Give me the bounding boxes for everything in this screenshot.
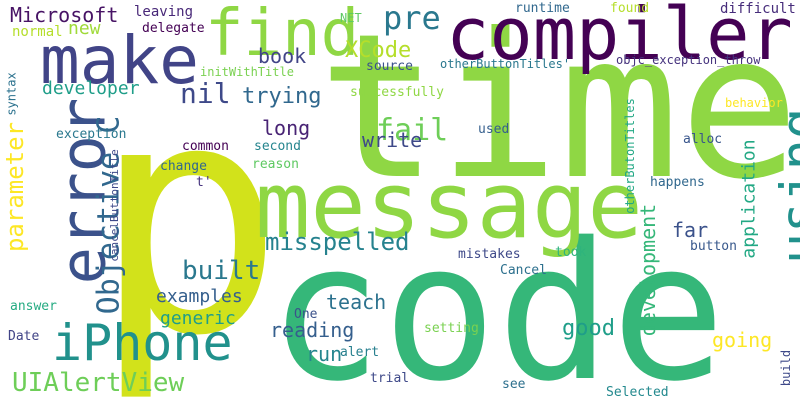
word-t: t' xyxy=(196,175,212,190)
word-selected: Selected xyxy=(606,385,669,400)
word-generic: generic xyxy=(160,308,236,329)
word-mistakes: mistakes xyxy=(458,247,521,262)
word-leaving: leaving xyxy=(134,4,194,20)
word-pre: pre xyxy=(383,0,441,37)
word-button: button xyxy=(690,239,737,254)
word-runtime: runtime xyxy=(515,1,570,16)
word-successfully: successfully xyxy=(350,85,444,100)
word-developer: developer xyxy=(42,78,140,99)
word-cancel: Cancel xyxy=(500,263,547,278)
word-nil: nil xyxy=(180,77,231,110)
word-one: One xyxy=(294,307,318,322)
word-examples: examples xyxy=(156,286,243,307)
word-book: book xyxy=(258,44,307,68)
word-trying: trying xyxy=(242,84,322,109)
word-alert: alert xyxy=(340,345,380,360)
word-alloc: alloc xyxy=(683,132,723,147)
word-difficult: difficult xyxy=(720,1,796,17)
word-delegate: delegate xyxy=(142,21,205,36)
word-far: far xyxy=(672,218,709,242)
word-see: see xyxy=(502,377,526,392)
word-behavior: behavior xyxy=(725,96,783,110)
word-otherbuttontitles: otherButtonTitles' xyxy=(440,57,571,71)
word-long: long xyxy=(262,116,311,140)
word-used: used xyxy=(478,122,510,137)
word-setting: setting xyxy=(424,321,479,336)
word-development: development xyxy=(636,203,661,337)
word-xcode: XCode xyxy=(345,38,412,63)
word-syntax: syntax xyxy=(4,72,19,116)
word-find: find xyxy=(205,0,360,71)
word-net: NET xyxy=(340,11,362,25)
word-reason: reason xyxy=(252,157,299,172)
word-misspelled: misspelled xyxy=(265,228,410,256)
word-code: code xyxy=(268,202,726,400)
word-run: run xyxy=(306,342,343,366)
word-make: make xyxy=(40,22,199,99)
word-time: time xyxy=(318,0,800,224)
word-going: going xyxy=(712,328,773,352)
word-write: write xyxy=(362,128,423,152)
word-common: common xyxy=(182,139,229,154)
word-normal: normal xyxy=(12,24,63,40)
word-initwithtitle: initWithTitle xyxy=(200,65,294,79)
word-change: change xyxy=(160,159,207,174)
word-using: using xyxy=(770,107,800,265)
word-reading: reading xyxy=(270,318,355,342)
word-cancelbuttontitle: cancelButtonTitle xyxy=(107,149,121,262)
word-microsoft: Microsoft xyxy=(10,3,119,27)
word-build: build xyxy=(779,349,794,387)
word-answer: answer xyxy=(10,299,57,314)
word-objc-exception-throw: objc_exception_throw xyxy=(616,53,761,67)
word-message: message xyxy=(255,152,643,259)
word-p: p xyxy=(92,34,285,400)
word-teach: teach xyxy=(326,290,387,314)
word-application: application xyxy=(738,139,760,259)
word-trial: trial xyxy=(370,371,410,386)
word-uialertview: UIAlertView xyxy=(12,368,185,398)
word-found: found xyxy=(610,1,650,16)
word-new: new xyxy=(68,18,101,39)
word-iphone: iPhone xyxy=(52,314,233,372)
word-otherbutontitles: otherButonTitles xyxy=(622,98,637,214)
word-took: took xyxy=(555,245,587,260)
word-happens: happens xyxy=(650,175,705,190)
word-good: good xyxy=(562,316,615,341)
word-source: source xyxy=(366,59,413,74)
word-built: built xyxy=(182,256,261,286)
word-parameter: parameter xyxy=(1,121,30,253)
word-compiler: compiler xyxy=(446,0,793,76)
word-exception: exception xyxy=(56,127,127,142)
word-date: Date xyxy=(8,329,40,344)
word-fail: fail xyxy=(376,113,449,148)
word-second: second xyxy=(254,139,301,154)
